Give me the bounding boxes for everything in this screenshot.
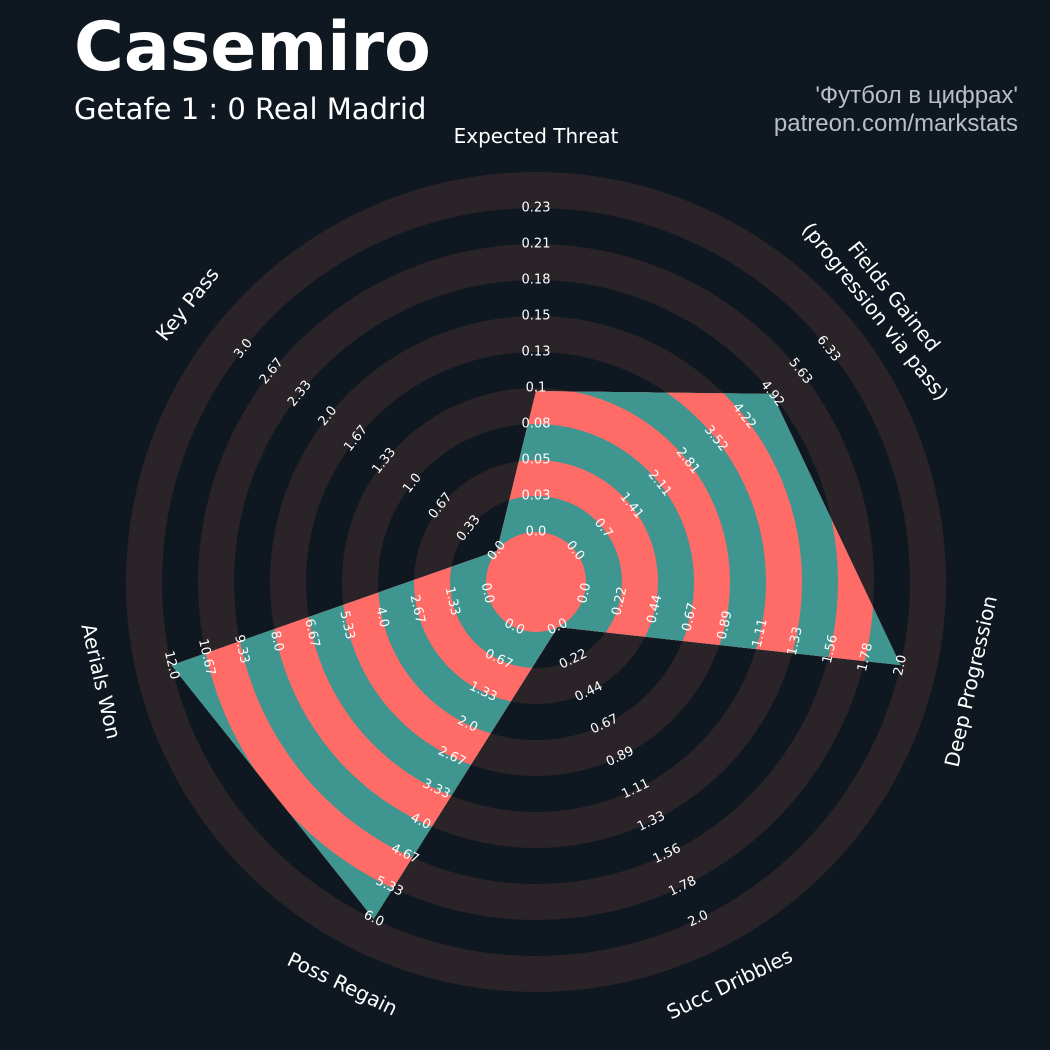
tick-label: 1.33 (442, 585, 463, 617)
tick-label: 0.08 (522, 417, 551, 432)
center-disc (486, 532, 586, 632)
tick-label: 9.33 (231, 633, 252, 665)
tick-label: 0.15 (522, 309, 551, 324)
tick-label: 0.22 (609, 585, 630, 617)
tick-label: 0.13 (522, 345, 551, 360)
tick-label: 0.23 (522, 201, 551, 216)
tick-label: 0.67 (680, 601, 701, 633)
tick-label: 0.03 (522, 489, 551, 504)
tick-label: 8.0 (267, 629, 286, 653)
tick-label: 0.18 (522, 273, 551, 288)
tick-label: 2.0 (891, 653, 910, 677)
tick-label: 2.67 (407, 593, 428, 625)
tick-label: 1.78 (855, 641, 876, 673)
tick-label: 12.0 (161, 649, 182, 681)
player-name-title: Casemiro (74, 8, 431, 87)
tick-label: 5.33 (336, 609, 357, 641)
tick-label: 0.05 (522, 453, 551, 468)
category-label: Expected Threat (454, 124, 619, 148)
tick-label: 1.56 (820, 633, 841, 665)
tick-label: 0.0 (526, 525, 547, 540)
credit-source: 'Футбол в цифрах' (815, 82, 1018, 109)
tick-label: 0.0 (575, 581, 594, 605)
category-label: Aerials Won (76, 621, 126, 741)
match-subtitle: Getafe 1 : 0 Real Madrid (74, 92, 427, 126)
tick-label: 0.44 (644, 593, 665, 625)
category-label: Deep Progression (940, 593, 1002, 769)
tick-label: 4.0 (372, 605, 391, 629)
credit-link: patreon.com/markstats (773, 110, 1018, 138)
tick-label: 0.21 (522, 237, 551, 252)
tick-label: 0.89 (715, 609, 736, 641)
tick-label: 1.33 (785, 625, 806, 657)
credit-block: 'Футбол в цифрах' patreon.com/markstats (774, 82, 1018, 139)
tick-label: 0.0 (478, 581, 497, 605)
tick-label: 1.11 (750, 617, 771, 649)
tick-label: 6.67 (301, 617, 322, 649)
tick-label: 0.1 (526, 381, 547, 396)
